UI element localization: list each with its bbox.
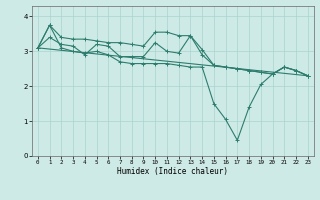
X-axis label: Humidex (Indice chaleur): Humidex (Indice chaleur) xyxy=(117,167,228,176)
